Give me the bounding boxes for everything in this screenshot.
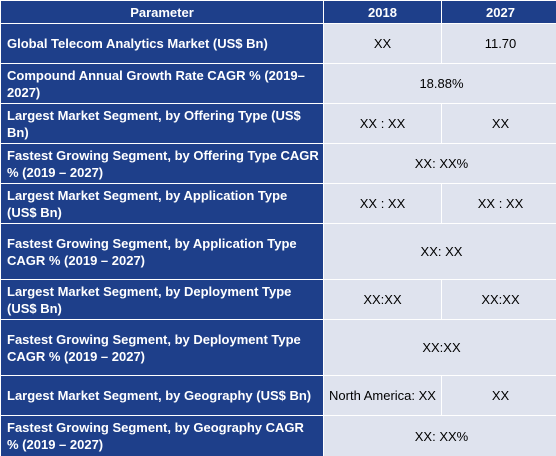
row-value-2018: XX:XX	[324, 280, 441, 319]
row-parameter: Largest Market Segment, by Deployment Ty…	[1, 280, 323, 319]
header-2027: 2027	[442, 1, 556, 23]
row-value-2027: XX	[442, 376, 556, 415]
row-value-merged: XX:XX	[324, 320, 556, 375]
row-parameter: Largest Market Segment, by Geography (US…	[1, 376, 323, 415]
row-parameter: Fastest Growing Segment, by Deployment T…	[1, 320, 323, 375]
row-value-merged: XX: XX%	[324, 144, 556, 183]
row-value-merged: XX: XX%	[324, 416, 556, 456]
header-parameter: Parameter	[1, 1, 323, 23]
row-parameter: Global Telecom Analytics Market (US$ Bn)	[1, 24, 323, 63]
row-value-2018: XX : XX	[324, 104, 441, 143]
header-2018: 2018	[324, 1, 441, 23]
row-value-2027: 11.70	[442, 24, 556, 63]
row-parameter: Fastest Growing Segment, by Application …	[1, 224, 323, 279]
row-parameter: Fastest Growing Segment, by Geography CA…	[1, 416, 323, 456]
row-value-merged: 18.88%	[324, 64, 556, 103]
row-value-2018: XX	[324, 24, 441, 63]
row-parameter: Largest Market Segment, by Application T…	[1, 184, 323, 223]
row-value-merged: XX: XX	[324, 224, 556, 279]
row-parameter: Compound Annual Growth Rate CAGR % (2019…	[1, 64, 323, 103]
row-parameter: Largest Market Segment, by Offering Type…	[1, 104, 323, 143]
row-value-2018: North America: XX	[324, 376, 441, 415]
row-value-2027: XX : XX	[442, 184, 556, 223]
row-value-2027: XX:XX	[442, 280, 556, 319]
row-value-2018: XX : XX	[324, 184, 441, 223]
row-parameter: Fastest Growing Segment, by Offering Typ…	[1, 144, 323, 183]
row-value-2027: XX	[442, 104, 556, 143]
